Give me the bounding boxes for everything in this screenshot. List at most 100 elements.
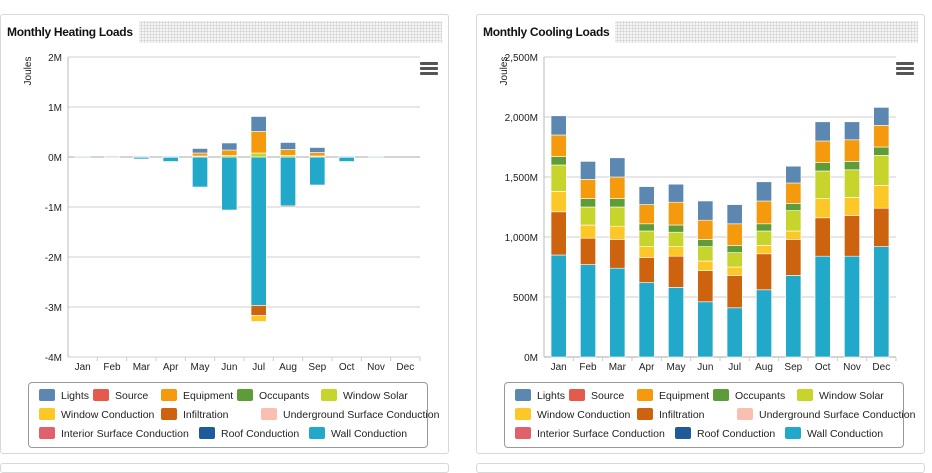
bar-window-solar-mar[interactable] [609,206,626,227]
bar-equipment-may[interactable] [192,152,208,157]
bar-window-conduction-jun[interactable] [697,260,714,271]
bar-window-solar-jul[interactable] [726,252,743,268]
bar-wall-conduction-apr[interactable] [638,282,655,358]
bar-wall-conduction-oct[interactable] [338,156,355,162]
bar-infiltration-aug[interactable] [280,205,296,208]
bar-infiltration-mar[interactable] [609,239,626,269]
bar-equipment-sep[interactable] [309,152,326,157]
bar-equipment-aug[interactable] [756,200,772,225]
bar-lights-jul[interactable] [726,204,743,225]
bar-equipment-jul[interactable] [250,131,267,154]
bar-equipment-mar[interactable] [609,176,626,199]
bar-wall-conduction-aug[interactable] [280,156,296,207]
chart-menu-icon[interactable] [896,62,914,75]
bar-window-conduction-sep[interactable] [785,230,802,240]
bar-infiltration-jul[interactable] [726,275,743,309]
bar-equipment-dec[interactable] [873,125,890,148]
bar-occupants-sep[interactable] [785,203,802,211]
bar-equipment-jul[interactable] [726,223,743,246]
bar-window-conduction-jul[interactable] [726,266,743,276]
bar-wall-conduction-dec[interactable] [873,246,890,358]
bar-equipment-sep[interactable] [785,182,802,204]
bar-window-solar-jun[interactable] [697,246,714,262]
bar-occupants-apr[interactable] [638,223,655,232]
bar-window-conduction-may[interactable] [668,246,684,257]
bar-wall-conduction-feb[interactable] [580,264,596,358]
bar-lights-mar[interactable] [609,157,626,178]
bar-window-conduction-aug[interactable] [756,245,772,255]
bar-wall-conduction-mar[interactable] [609,267,626,358]
bar-lights-mar[interactable] [133,156,150,158]
bar-window-conduction-apr[interactable] [638,246,655,258]
bar-lights-aug[interactable] [756,181,772,202]
bar-equipment-jan[interactable] [550,134,567,157]
bar-wall-conduction-jun[interactable] [221,156,238,211]
bar-lights-feb[interactable] [104,156,120,158]
bar-wall-conduction-apr[interactable] [162,156,179,162]
bar-window-solar-feb[interactable] [580,206,596,226]
bar-window-conduction-feb[interactable] [580,224,596,239]
bar-infiltration-jul[interactable] [250,305,267,316]
bar-window-solar-aug[interactable] [756,230,772,246]
bar-lights-jun[interactable] [697,200,714,221]
bar-window-solar-nov[interactable] [844,169,860,198]
bar-wall-conduction-sep[interactable] [309,156,326,186]
bar-lights-dec[interactable] [873,107,890,126]
bar-occupants-jul[interactable] [726,245,743,253]
bar-infiltration-sep[interactable] [785,239,802,276]
bar-occupants-mar[interactable] [609,198,626,208]
bar-window-solar-apr[interactable] [638,230,655,247]
bar-infiltration-jun[interactable] [697,270,714,303]
bar-infiltration-nov[interactable] [844,215,860,257]
bar-window-solar-jul[interactable] [250,152,267,158]
bar-occupants-jun[interactable] [697,239,714,247]
bar-window-solar-oct[interactable] [814,170,831,199]
bar-lights-may[interactable] [668,183,684,203]
bar-equipment-aug[interactable] [280,149,296,156]
bar-equipment-jun[interactable] [697,219,714,240]
bar-lights-jan[interactable] [550,115,567,136]
bar-lights-oct[interactable] [338,156,355,158]
bar-lights-apr[interactable] [162,156,179,158]
bar-wall-conduction-oct[interactable] [814,255,831,358]
bar-infiltration-jan[interactable] [550,211,567,256]
bar-infiltration-feb[interactable] [580,237,596,265]
bar-wall-conduction-jan[interactable] [550,254,567,358]
bar-window-conduction-jul[interactable] [250,315,267,322]
bar-infiltration-dec[interactable] [873,207,890,247]
bar-lights-nov[interactable] [844,121,860,141]
bar-occupants-dec[interactable] [873,146,890,156]
bar-window-conduction-mar[interactable] [609,225,626,240]
bar-infiltration-oct[interactable] [814,217,831,257]
bar-occupants-feb[interactable] [580,198,596,208]
bar-wall-conduction-nov[interactable] [844,255,860,358]
bar-wall-conduction-sep[interactable] [785,275,802,358]
bar-equipment-oct[interactable] [814,140,831,163]
bar-window-conduction-oct[interactable] [814,198,831,219]
bar-window-conduction-dec[interactable] [873,185,890,209]
bar-window-solar-jan[interactable] [550,164,567,192]
bar-window-solar-sep[interactable] [785,210,802,232]
bar-wall-conduction-may[interactable] [192,156,208,188]
bar-equipment-jun[interactable] [221,149,238,156]
bar-lights-oct[interactable] [814,121,831,142]
bar-occupants-nov[interactable] [844,161,860,171]
bar-equipment-may[interactable] [668,201,684,226]
bar-occupants-oct[interactable] [814,162,831,172]
bar-window-solar-dec[interactable] [873,155,890,186]
bar-window-conduction-nov[interactable] [844,197,860,216]
bar-wall-conduction-jul[interactable] [250,156,267,306]
bar-wall-conduction-aug[interactable] [756,289,772,358]
bar-equipment-feb[interactable] [580,179,596,199]
bar-equipment-apr[interactable] [638,204,655,225]
bar-occupants-aug[interactable] [756,223,772,232]
bar-lights-jul[interactable] [250,116,267,132]
bar-lights-feb[interactable] [580,161,596,180]
bar-wall-conduction-jun[interactable] [697,301,714,358]
bar-window-solar-may[interactable] [668,231,684,247]
chart-menu-icon[interactable] [420,62,438,75]
bar-wall-conduction-nov[interactable] [368,156,384,159]
bar-lights-sep[interactable] [309,147,326,153]
bar-occupants-jan[interactable] [550,156,567,166]
bar-occupants-may[interactable] [668,224,684,233]
